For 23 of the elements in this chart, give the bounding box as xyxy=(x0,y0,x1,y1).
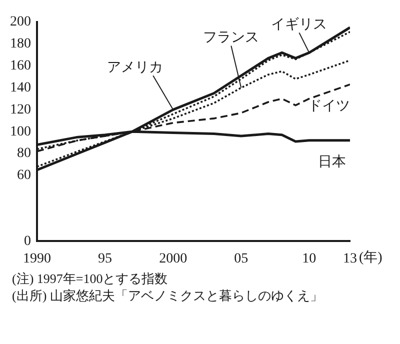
x-tick-label: 95 xyxy=(98,251,112,266)
x-tick-label: 10 xyxy=(302,251,316,266)
y-tick-label: 0 xyxy=(24,234,31,249)
x-tick-label: 2000 xyxy=(159,251,188,266)
series-label: イギリス xyxy=(271,16,328,32)
series-label: 日本 xyxy=(318,154,346,170)
y-tick-label: 80 xyxy=(17,146,31,162)
y-tick-label: 120 xyxy=(10,102,31,118)
x-axis-title: (年) xyxy=(359,249,383,266)
text: アメリカ xyxy=(107,60,164,76)
y-tick-label: 140 xyxy=(10,80,31,96)
x-tick-label: 05 xyxy=(234,251,248,266)
text: フランス xyxy=(203,30,260,46)
series-label: ドイツ xyxy=(308,99,350,114)
y-tick-label: 60 xyxy=(17,168,31,184)
y-tick-label: 100 xyxy=(10,124,31,140)
x-tick-label: 1990 xyxy=(23,251,51,266)
text: (注) 1997年=100とする指数 xyxy=(11,270,169,287)
x-tick-label: 13 xyxy=(343,251,357,266)
y-tick-label: 200 xyxy=(10,14,31,30)
y-tick-label: 180 xyxy=(10,36,31,52)
text: (出所) 山家悠紀夫「アベノミクスと暮らしのゆくえ」 xyxy=(11,287,324,304)
y-tick-label: 160 xyxy=(10,58,31,74)
